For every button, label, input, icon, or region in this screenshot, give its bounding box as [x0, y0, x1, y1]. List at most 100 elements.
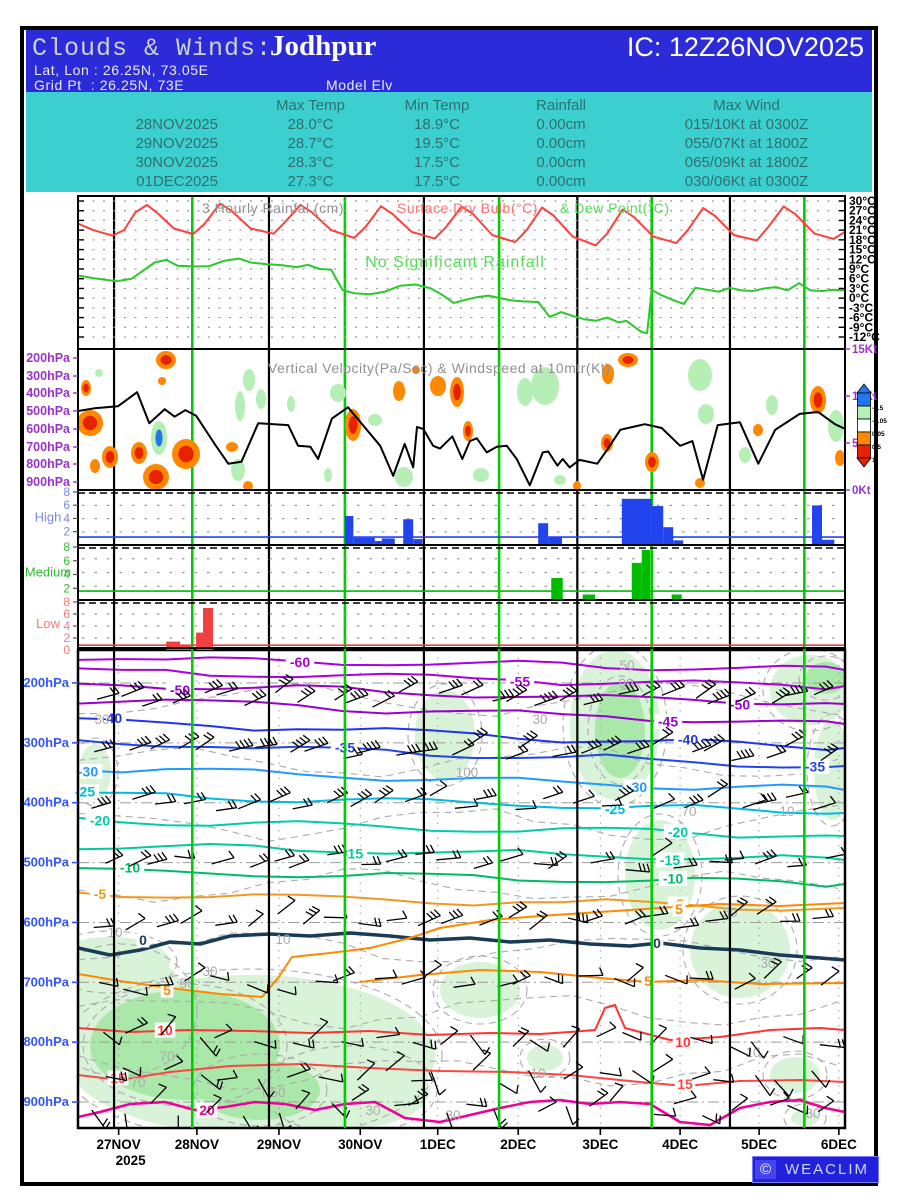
value-cell: 27.3°C: [287, 173, 334, 190]
svg-text:100: 100: [456, 765, 479, 780]
svg-text:-35: -35: [805, 758, 825, 774]
svg-text:2: 2: [63, 525, 70, 539]
svg-text:900hPa: 900hPa: [23, 1094, 69, 1109]
svg-text:24°C: 24°C: [849, 213, 876, 227]
svg-text:8: 8: [63, 540, 70, 554]
svg-text:Low: Low: [36, 616, 60, 631]
value-cell: 065/09Kt at 1800Z: [684, 154, 809, 171]
svg-text:70: 70: [130, 1075, 145, 1090]
svg-text:-30: -30: [627, 779, 647, 795]
logo-text: WEACLIM: [785, 1161, 870, 1178]
svg-text:30°C: 30°C: [849, 194, 876, 208]
svg-text:1DEC: 1DEC: [420, 1137, 456, 1152]
table-row: 29NOV2025 28.7°C 19.5°C 0.00cm 055/07Kt at 1…: [26, 134, 872, 153]
svg-text:21°C: 21°C: [849, 223, 876, 237]
svg-text:3°C: 3°C: [849, 281, 869, 295]
vertical-velocity-panel: Vertical Velocity(Pa/Sec) & Windspeed at…: [26, 344, 887, 497]
table-row: 30NOV2025 28.3°C 17.5°C 0.00cm 065/09Kt at 1…: [26, 153, 872, 172]
svg-text:10: 10: [530, 1066, 545, 1081]
svg-text:50: 50: [270, 1085, 285, 1100]
svg-text:5DEC: 5DEC: [741, 1137, 777, 1152]
svg-text:15°C: 15°C: [849, 243, 876, 257]
weaclim-logo: © WEACLIM: [752, 1156, 879, 1183]
svg-text:12°C: 12°C: [849, 252, 876, 266]
svg-text:200hPa: 200hPa: [26, 351, 71, 365]
svg-text:2: 2: [63, 631, 70, 645]
svg-text:6°C: 6°C: [849, 272, 869, 286]
svg-text:15: 15: [677, 1076, 693, 1092]
table-header-row: Max Temp Min Temp Rainfall Max Wind: [26, 92, 872, 115]
p1-dot-grid: [82, 200, 841, 338]
svg-text:400hPa: 400hPa: [26, 386, 71, 400]
table-row: 28NOV2025 28.0°C 18.9°C 0.00cm 015/10Kt at 0…: [26, 115, 872, 134]
svg-text:28NOV: 28NOV: [175, 1137, 219, 1152]
svg-text:-10: -10: [663, 871, 683, 887]
value-cell: 28.0°C: [287, 116, 334, 133]
rh-value-labels: 3050901003070101010305070705030503010103…: [94, 658, 820, 1123]
svg-text:-9°C: -9°C: [849, 320, 873, 334]
p4-grid: [78, 650, 845, 1128]
svg-text:5: 5: [163, 982, 171, 998]
svg-text:-60: -60: [290, 654, 310, 670]
svg-text:6DEC: 6DEC: [821, 1137, 857, 1152]
temperature-contours: -60-55-50-50-45-40-40-35-35-30-30-25-25-…: [70, 654, 845, 1127]
svg-text:0: 0: [139, 932, 147, 948]
svg-text:8: 8: [63, 485, 70, 499]
svg-text:-20: -20: [668, 824, 688, 840]
svg-text:-20: -20: [90, 813, 110, 829]
svg-text:27°C: 27°C: [849, 204, 876, 218]
table-row: 01DEC2025 27.3°C 17.5°C 0.00cm 030/06Kt at 0…: [26, 172, 872, 191]
svg-text:18°C: 18°C: [849, 233, 876, 247]
svg-text:600hPa: 600hPa: [26, 422, 71, 436]
svg-text:70: 70: [159, 1049, 174, 1064]
svg-text:-3°C: -3°C: [849, 301, 873, 315]
value-cell: 19.5°C: [413, 135, 461, 152]
copyright-icon: ©: [755, 1160, 776, 1179]
svg-text:30: 30: [760, 956, 775, 971]
svg-text:800hPa: 800hPa: [23, 1034, 69, 1049]
svg-text:27NOV: 27NOV: [97, 1137, 141, 1152]
svg-text:-30: -30: [78, 763, 98, 779]
svg-text:200hPa: 200hPa: [23, 675, 69, 690]
svg-text:10: 10: [675, 1034, 691, 1050]
surface-panel: 3 Hourly Rainfal (cm) Surface Dry Bulb(°C…: [77, 194, 880, 350]
time-axis: 27NOV 28NOV 29NOV 30NOV 1DEC 2DEC 3DEC 4DEC 5DEC…: [97, 1128, 857, 1168]
svg-text:5: 5: [644, 973, 652, 989]
svg-text:4DEC: 4DEC: [662, 1137, 698, 1152]
svg-text:4: 4: [63, 511, 70, 525]
date-cell: 01DEC2025: [136, 173, 218, 190]
date-cell: 29NOV2025: [135, 135, 218, 152]
svg-text:30NOV: 30NOV: [338, 1137, 382, 1152]
svg-text:-40: -40: [102, 710, 122, 726]
svg-text:High: High: [35, 510, 62, 525]
svg-text:4: 4: [63, 568, 70, 582]
wind-barbs: [91, 674, 845, 1128]
svg-text:3 Hourly Rainfal (cm): 3 Hourly Rainfal (cm): [202, 200, 344, 216]
svg-text:Vertical Velocity(Pa/Sec) & Wi: Vertical Velocity(Pa/Sec) & Windspeed at…: [268, 360, 610, 376]
svg-text:-15: -15: [660, 852, 680, 868]
value-cell: Rainfall: [535, 97, 587, 114]
svg-text:0: 0: [63, 643, 70, 657]
date-cell: 28NOV2025: [135, 116, 218, 133]
value-cell: 055/07Kt at 1800Z: [684, 135, 809, 152]
svg-text:700hPa: 700hPa: [23, 974, 69, 989]
svg-text:-50: -50: [170, 682, 190, 698]
svg-text:30: 30: [365, 1103, 380, 1118]
svg-text:6: 6: [63, 554, 70, 568]
svg-text:800hPa: 800hPa: [26, 457, 71, 471]
svg-text:50: 50: [619, 658, 634, 673]
value-cell: 0.00cm: [536, 154, 586, 171]
svg-text:0°C: 0°C: [849, 291, 869, 305]
svg-text:-25: -25: [75, 784, 95, 800]
value-cell: 030/06Kt at 0300Z: [684, 173, 809, 190]
svg-text:700hPa: 700hPa: [26, 440, 71, 454]
svg-text:50: 50: [179, 976, 194, 991]
svg-text:-15: -15: [343, 846, 363, 862]
value-cell: 17.5°C: [413, 154, 461, 171]
header: Clouds & Winds:Jodhpur IC: 12Z26NOV2025 …: [26, 30, 872, 109]
svg-text:600hPa: 600hPa: [23, 914, 69, 929]
